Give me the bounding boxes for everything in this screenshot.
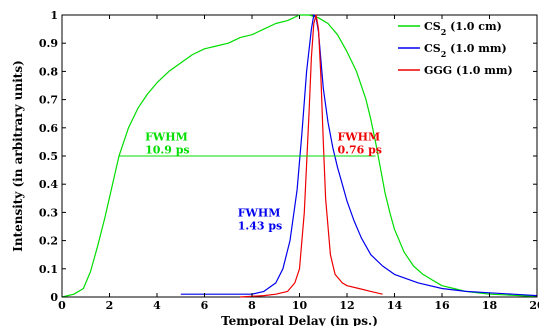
annotation-text: 1.43 ps bbox=[238, 220, 283, 233]
x-tick-label: 20 bbox=[529, 299, 539, 312]
x-tick-label: 2 bbox=[106, 299, 114, 312]
y-tick-label: 1 bbox=[50, 9, 58, 22]
x-tick-label: 12 bbox=[339, 299, 354, 312]
x-tick-label: 8 bbox=[248, 299, 256, 312]
series-layer bbox=[61, 14, 538, 298]
x-tick-label: 18 bbox=[482, 299, 498, 312]
annotation-text: FWHM bbox=[238, 207, 281, 220]
x-tick-label: 14 bbox=[387, 299, 403, 312]
y-tick-label: 0.1 bbox=[39, 263, 58, 276]
y-tick-label: 0.9 bbox=[39, 37, 58, 50]
x-tick-label: 6 bbox=[201, 299, 209, 312]
y-tick-label: 0 bbox=[50, 291, 58, 304]
y-tick-label: 0.5 bbox=[39, 150, 58, 163]
series-line-2 bbox=[240, 14, 383, 298]
legend-label-2: GGG (1.0 mm) bbox=[424, 64, 513, 77]
x-axis: 0 2 4 6 8 10 12 14 16 18 20 bbox=[58, 15, 539, 312]
y-tick-label: 0.8 bbox=[39, 65, 58, 78]
y-tick-label: 0.3 bbox=[39, 206, 58, 219]
x-tick-label: 10 bbox=[292, 299, 308, 312]
legend-label-1: CS2 (1.0 mm) bbox=[424, 42, 507, 59]
x-tick-label: 16 bbox=[434, 299, 450, 312]
legend: CS2 (1.0 cm) CS2 (1.0 mm) GGG (1.0 mm) bbox=[398, 20, 513, 77]
y-axis-label: Intensity (in arbitrary units) bbox=[11, 60, 25, 252]
y-axis: 0 0.1 0.2 0.3 0.4 0.5 0.6 0.7 0.8 0.9 1 bbox=[39, 9, 537, 304]
y-tick-label: 0.2 bbox=[39, 235, 58, 248]
y-tick-label: 0.7 bbox=[39, 94, 58, 107]
annotation-text: FWHM bbox=[145, 130, 188, 143]
series-line-1 bbox=[180, 14, 538, 297]
annotation-text: 0.76 ps bbox=[338, 143, 383, 156]
x-tick-label: 0 bbox=[58, 299, 66, 312]
annotation-text: 10.9 ps bbox=[145, 143, 190, 156]
x-tick-label: 4 bbox=[153, 299, 161, 312]
legend-label-0: CS2 (1.0 cm) bbox=[424, 20, 502, 37]
y-tick-label: 0.4 bbox=[39, 178, 58, 191]
y-tick-label: 0.6 bbox=[39, 122, 58, 135]
annotation-text: FWHM bbox=[338, 130, 381, 143]
x-axis-label: Temporal Delay (in ps.) bbox=[221, 314, 378, 326]
